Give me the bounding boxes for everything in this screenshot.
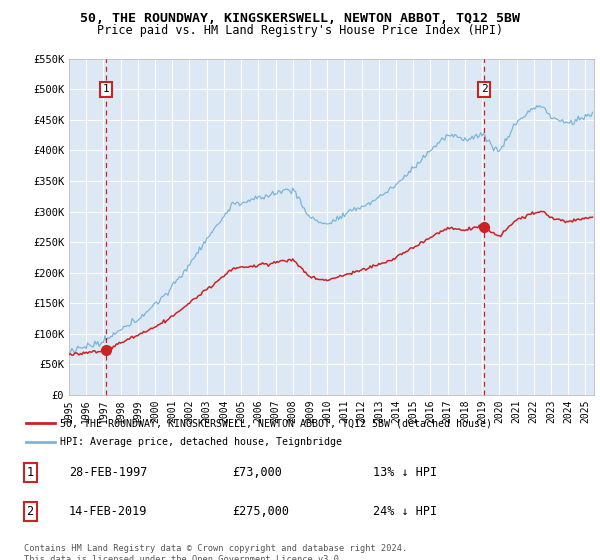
- Text: 50, THE ROUNDWAY, KINGSKERSWELL, NEWTON ABBOT, TQ12 5BW: 50, THE ROUNDWAY, KINGSKERSWELL, NEWTON …: [80, 12, 520, 25]
- Text: 14-FEB-2019: 14-FEB-2019: [69, 505, 147, 518]
- Text: 2: 2: [481, 85, 488, 94]
- Text: Contains HM Land Registry data © Crown copyright and database right 2024.
This d: Contains HM Land Registry data © Crown c…: [24, 544, 407, 560]
- Text: Price paid vs. HM Land Registry's House Price Index (HPI): Price paid vs. HM Land Registry's House …: [97, 24, 503, 37]
- Text: 28-FEB-1997: 28-FEB-1997: [69, 466, 147, 479]
- Text: 2: 2: [26, 505, 34, 518]
- Text: HPI: Average price, detached house, Teignbridge: HPI: Average price, detached house, Teig…: [60, 437, 342, 447]
- Text: 13% ↓ HPI: 13% ↓ HPI: [373, 466, 437, 479]
- Text: £275,000: £275,000: [232, 505, 289, 518]
- Text: 50, THE ROUNDWAY, KINGSKERSWELL, NEWTON ABBOT, TQ12 5BW (detached house): 50, THE ROUNDWAY, KINGSKERSWELL, NEWTON …: [60, 418, 493, 428]
- Text: 24% ↓ HPI: 24% ↓ HPI: [373, 505, 437, 518]
- Text: 1: 1: [103, 85, 109, 94]
- Text: £73,000: £73,000: [232, 466, 282, 479]
- Text: 1: 1: [26, 466, 34, 479]
